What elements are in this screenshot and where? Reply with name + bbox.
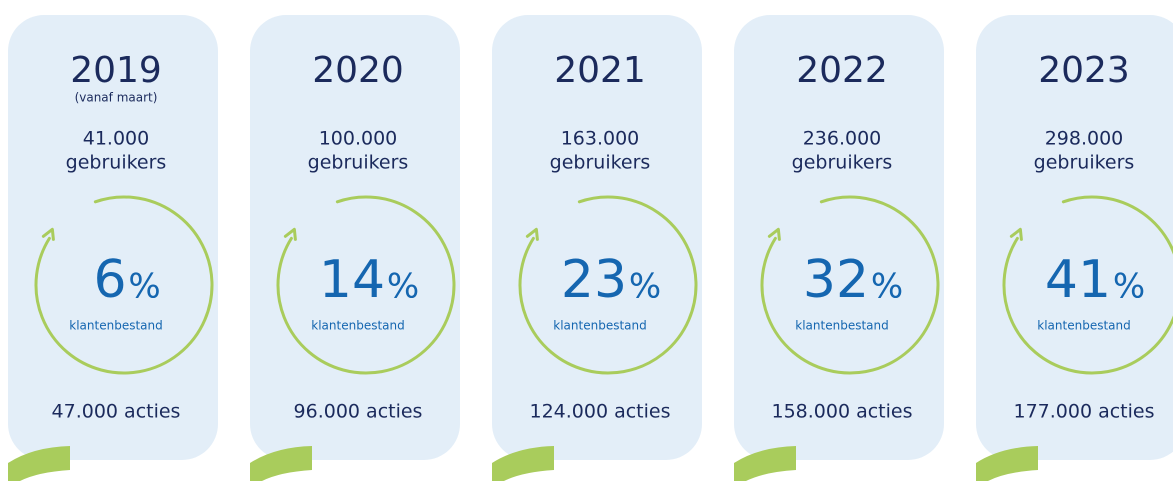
percent-sign: % <box>128 267 160 307</box>
share-label: klantenbestand <box>795 319 888 333</box>
users: 41.000 <box>83 128 149 150</box>
arc-arrow <box>1009 227 1023 241</box>
actions: 96.000 acties <box>294 401 423 423</box>
share-label: klantenbestand <box>311 319 404 333</box>
users: 163.000 <box>561 128 640 150</box>
card-swoosh <box>250 446 312 481</box>
progress-arc <box>34 195 214 375</box>
percent-sign: % <box>871 267 903 307</box>
share-label: klantenbestand <box>553 319 646 333</box>
card-background <box>8 15 218 460</box>
percent-sign: % <box>1113 267 1145 307</box>
card-swoosh <box>976 446 1038 481</box>
year: 2023 <box>1038 50 1130 91</box>
arc-arrow <box>283 227 297 241</box>
card-swoosh <box>492 446 554 481</box>
year-note: (vanaf maart) <box>75 91 158 105</box>
arc-arrow <box>41 227 55 241</box>
year: 2019 <box>70 50 162 91</box>
percent-sign: % <box>387 267 419 307</box>
actions: 124.000 acties <box>529 401 670 423</box>
users: 100.000 <box>319 128 398 150</box>
users-label: gebruikers <box>66 152 167 174</box>
actions: 177.000 acties <box>1013 401 1154 423</box>
share-label: klantenbestand <box>1037 319 1130 333</box>
percentage: 6 <box>93 250 126 310</box>
card-background <box>734 15 944 460</box>
actions: 158.000 acties <box>771 401 912 423</box>
card-swoosh <box>734 446 796 481</box>
users-label: gebruikers <box>308 152 409 174</box>
card-background <box>250 15 460 460</box>
year: 2020 <box>312 50 404 91</box>
card-background <box>492 15 702 460</box>
card-background <box>976 15 1173 460</box>
share-label: klantenbestand <box>69 319 162 333</box>
progress-arc <box>1002 195 1173 375</box>
progress-arc <box>518 195 698 375</box>
percentage: 32 <box>803 250 869 310</box>
progress-arc <box>276 195 456 375</box>
percent-sign: % <box>629 267 661 307</box>
users: 298.000 <box>1045 128 1124 150</box>
users-label: gebruikers <box>1034 152 1135 174</box>
arc-arrow <box>767 227 781 241</box>
users: 236.000 <box>803 128 882 150</box>
arc-arrow <box>525 227 539 241</box>
percentage: 23 <box>561 250 627 310</box>
percentage: 41 <box>1045 250 1111 310</box>
users-label: gebruikers <box>550 152 651 174</box>
actions: 47.000 acties <box>52 401 181 423</box>
users-label: gebruikers <box>792 152 893 174</box>
progress-arc <box>760 195 940 375</box>
year: 2022 <box>796 50 888 91</box>
year: 2021 <box>554 50 646 91</box>
card-swoosh <box>8 446 70 481</box>
percentage: 14 <box>319 250 385 310</box>
